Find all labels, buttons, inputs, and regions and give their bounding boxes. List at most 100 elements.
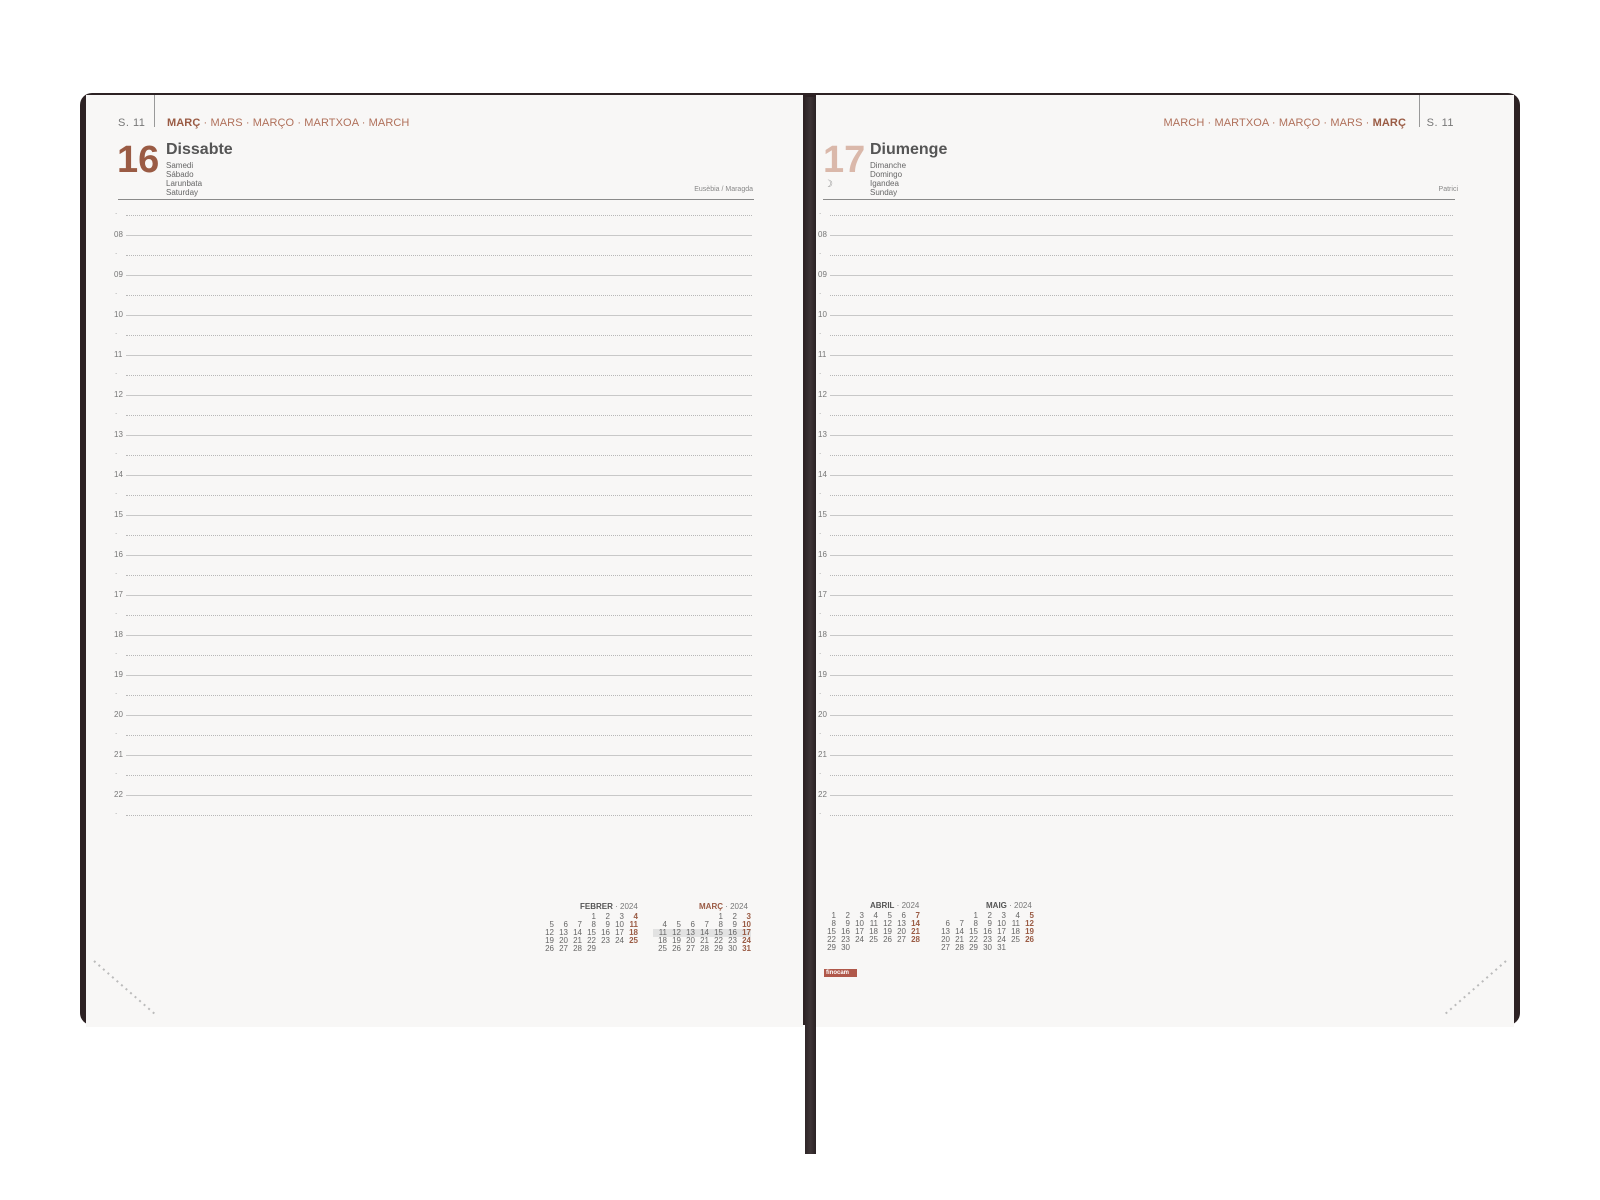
hour-label: 19 — [818, 670, 827, 679]
calendar-day: 20 — [941, 935, 950, 944]
writing-line[interactable] — [830, 555, 1453, 556]
writing-line[interactable] — [830, 455, 1453, 456]
month-translations: MARCH · MARTXOA · MARÇO · MARS · — [1163, 117, 1373, 129]
month-names: MARCH · MARTXOA · MARÇO · MARS · MARÇ — [1164, 117, 1406, 129]
month-primary: MARÇ — [1372, 117, 1406, 129]
calendar-day: 16 — [983, 927, 992, 936]
writing-line[interactable] — [126, 715, 752, 716]
calendar-day: 25 — [1011, 935, 1020, 944]
writing-line[interactable] — [126, 395, 752, 396]
writing-line[interactable] — [126, 575, 752, 576]
writing-line[interactable] — [126, 595, 752, 596]
writing-line[interactable] — [830, 235, 1453, 236]
calendar-day: 26 — [545, 944, 554, 953]
writing-line[interactable] — [830, 515, 1453, 516]
half-hour-mark: . — [115, 767, 118, 776]
calendar-day: 27 — [686, 944, 695, 953]
writing-line[interactable] — [126, 475, 752, 476]
writing-line[interactable] — [126, 815, 752, 816]
writing-line[interactable] — [830, 675, 1453, 676]
writing-line[interactable] — [126, 455, 752, 456]
writing-line[interactable] — [126, 535, 752, 536]
writing-line[interactable] — [830, 255, 1453, 256]
writing-line[interactable] — [126, 295, 752, 296]
day-translations: Dimanche Domingo Igandea Sunday — [870, 161, 906, 197]
writing-line[interactable] — [830, 475, 1453, 476]
writing-line[interactable] — [126, 795, 752, 796]
calendar-day: 18 — [629, 928, 638, 937]
writing-line[interactable] — [830, 415, 1453, 416]
calendar-day: 27 — [559, 944, 568, 953]
writing-line[interactable] — [126, 655, 752, 656]
writing-line[interactable] — [126, 315, 752, 316]
calendar-day: 25 — [658, 944, 667, 953]
writing-line[interactable] — [126, 415, 752, 416]
calendar-day: 23 — [841, 935, 850, 944]
writing-line[interactable] — [830, 715, 1453, 716]
hour-label: 10 — [818, 310, 827, 319]
writing-line[interactable] — [830, 395, 1453, 396]
writing-line[interactable] — [126, 775, 752, 776]
writing-line[interactable] — [126, 275, 752, 276]
calendar-day: 10 — [742, 920, 751, 929]
half-hour-mark: . — [819, 647, 822, 656]
half-hour-mark: . — [819, 207, 822, 216]
calendar-day: 15 — [587, 928, 596, 937]
writing-line[interactable] — [126, 755, 752, 756]
writing-line[interactable] — [830, 375, 1453, 376]
writing-line[interactable] — [830, 535, 1453, 536]
calendar-day: 14 — [573, 928, 582, 937]
writing-line[interactable] — [830, 275, 1453, 276]
writing-line[interactable] — [126, 555, 752, 556]
calendar-day: 21 — [911, 927, 920, 936]
writing-line[interactable] — [830, 655, 1453, 656]
writing-line[interactable] — [126, 515, 752, 516]
brand-logo: finocam — [824, 969, 857, 977]
writing-line[interactable] — [830, 295, 1453, 296]
writing-line[interactable] — [830, 435, 1453, 436]
calendar-day: 5 — [1029, 911, 1034, 920]
writing-line[interactable] — [126, 675, 752, 676]
writing-line[interactable] — [126, 335, 752, 336]
writing-line[interactable] — [126, 375, 752, 376]
calendar-day: 20 — [559, 936, 568, 945]
calendar-day: 19 — [545, 936, 554, 945]
writing-line[interactable] — [830, 815, 1453, 816]
half-hour-mark: . — [115, 527, 118, 536]
writing-line[interactable] — [830, 215, 1453, 216]
writing-line[interactable] — [830, 695, 1453, 696]
hour-label: 08 — [114, 230, 123, 239]
writing-line[interactable] — [830, 315, 1453, 316]
writing-line[interactable] — [126, 695, 752, 696]
writing-line[interactable] — [830, 795, 1453, 796]
writing-line[interactable] — [830, 775, 1453, 776]
writing-line[interactable] — [830, 735, 1453, 736]
writing-line[interactable] — [126, 355, 752, 356]
writing-line[interactable] — [126, 635, 752, 636]
writing-line[interactable] — [126, 215, 752, 216]
calendar-day: 29 — [827, 943, 836, 952]
writing-line[interactable] — [126, 495, 752, 496]
writing-line[interactable] — [126, 435, 752, 436]
writing-line[interactable] — [830, 335, 1453, 336]
writing-line[interactable] — [830, 575, 1453, 576]
corner-stitch-left — [93, 960, 157, 1016]
calendar-day: 7 — [959, 919, 964, 928]
calendar-day: 14 — [955, 927, 964, 936]
writing-line[interactable] — [126, 615, 752, 616]
writing-line[interactable] — [126, 255, 752, 256]
writing-line[interactable] — [830, 635, 1453, 636]
writing-line[interactable] — [126, 735, 752, 736]
writing-line[interactable] — [830, 755, 1453, 756]
writing-line[interactable] — [126, 235, 752, 236]
header-rule — [823, 199, 1455, 200]
half-hour-mark: . — [115, 647, 118, 656]
writing-line[interactable] — [830, 355, 1453, 356]
calendar-day: 2 — [732, 912, 737, 921]
writing-line[interactable] — [830, 495, 1453, 496]
calendar-title: FEBRER · 2024 — [580, 902, 638, 911]
writing-line[interactable] — [830, 595, 1453, 596]
calendar-day: 2 — [605, 912, 610, 921]
writing-line[interactable] — [830, 615, 1453, 616]
saints-of-day: Patrici — [1438, 186, 1458, 193]
